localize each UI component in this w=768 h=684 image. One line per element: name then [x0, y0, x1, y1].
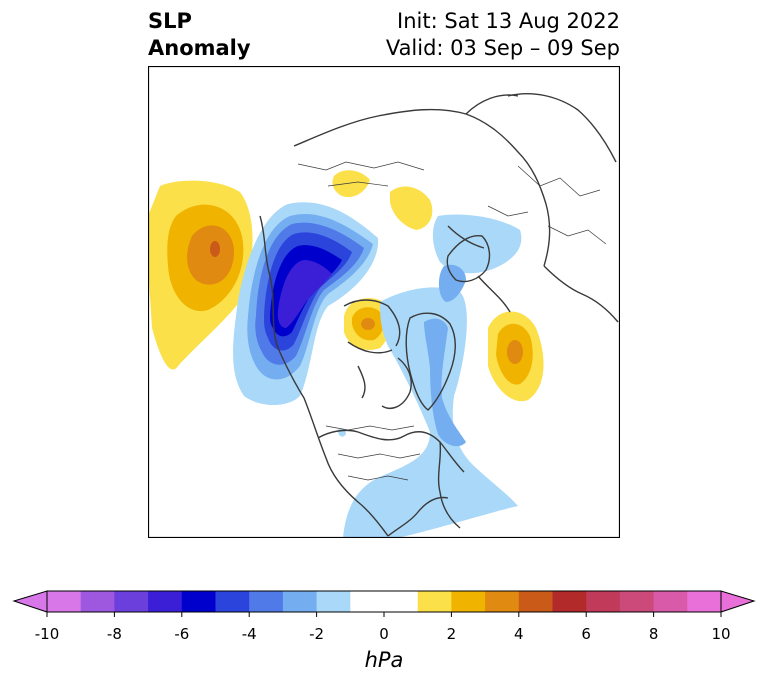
colorbar-unit-label: hPa	[365, 648, 404, 672]
colorbar-extend-high	[720, 590, 756, 613]
colorbar-swatch	[451, 591, 486, 612]
colorbar-swatch	[518, 591, 553, 612]
map-frame	[148, 66, 620, 538]
colorbar-tick-label: 10	[711, 625, 730, 643]
colorbar-swatch	[47, 591, 82, 612]
anomaly-fill	[148, 170, 544, 538]
country-borders	[297, 161, 607, 481]
atlantic-low-contour-3	[432, 214, 522, 274]
colorbar-swatch	[80, 591, 115, 612]
colorbar-swatch	[485, 591, 520, 612]
colorbar-tick-label: -4	[242, 625, 257, 643]
canadian-arctic-coast	[343, 299, 412, 410]
colorbar-swatch	[350, 591, 385, 612]
atlantic-high-core	[507, 340, 523, 364]
colorbar-tick-label: 4	[514, 625, 524, 643]
colorbar: -10 -8 -6 -4 -2 0 2 4 6 8 10 hPa	[12, 590, 756, 672]
colorbar-tick-label: -6	[174, 625, 189, 643]
north-america-coast	[259, 215, 465, 537]
colorbar-tick-label: -2	[309, 625, 324, 643]
title-line-1: SLP	[148, 9, 192, 33]
colorbar-swatch	[114, 591, 149, 612]
colorbar-swatch	[619, 591, 655, 612]
colorbar-swatch	[181, 591, 216, 612]
pacific-high-core	[210, 241, 220, 257]
colorbar-tick-label: 2	[447, 625, 457, 643]
map-title: SLP Anomaly	[148, 8, 251, 62]
colorbar-ticks: -10 -8 -6 -4 -2 0 2 4 6 8 10	[35, 612, 731, 643]
colorbar-swatches	[47, 591, 722, 612]
colorbar-tick-label: 8	[649, 625, 659, 643]
greenland-coast	[405, 312, 456, 411]
colorbar-swatch	[687, 591, 722, 612]
init-date: Init: Sat 13 Aug 2022	[397, 9, 620, 33]
colorbar-swatch	[282, 591, 318, 612]
slp-anomaly-map	[148, 66, 620, 538]
colorbar-swatch	[384, 591, 419, 612]
siberia-high-2	[390, 186, 433, 230]
colorbar-swatch	[417, 591, 452, 612]
colorbar-tick-label: -10	[35, 625, 60, 643]
colorbar-swatch	[215, 591, 250, 612]
atlantic-low-contour-2	[424, 318, 466, 447]
colorbar-swatch	[249, 591, 284, 612]
colorbar-tick-label: 0	[379, 625, 389, 643]
colorbar-extend-low	[12, 590, 48, 613]
valid-dates: Valid: 03 Sep – 09 Sep	[385, 36, 620, 60]
colorbar-swatch	[653, 591, 688, 612]
title-line-2: Anomaly	[148, 36, 251, 60]
pacific-high-contour-3	[187, 225, 234, 285]
colorbar-swatch	[552, 591, 587, 612]
atlantic-low-contour-1	[343, 287, 518, 538]
scandinavia-coast	[446, 235, 491, 283]
arctic-high-core	[361, 318, 375, 330]
siberia-high-1	[332, 170, 370, 198]
colorbar-tick-label: -8	[107, 625, 122, 643]
colorbar-swatch	[316, 591, 351, 612]
coastlines	[259, 93, 619, 537]
colorbar-tick-label: 6	[581, 625, 591, 643]
alaska-low-core	[277, 260, 332, 328]
colorbar-swatch	[586, 591, 621, 612]
colorbar-swatch	[148, 591, 183, 612]
eurasia-coast	[293, 93, 619, 323]
forecast-dates: Init: Sat 13 Aug 2022 Valid: 03 Sep – 09…	[386, 8, 620, 62]
atlantic-low-contour-4	[438, 264, 466, 302]
